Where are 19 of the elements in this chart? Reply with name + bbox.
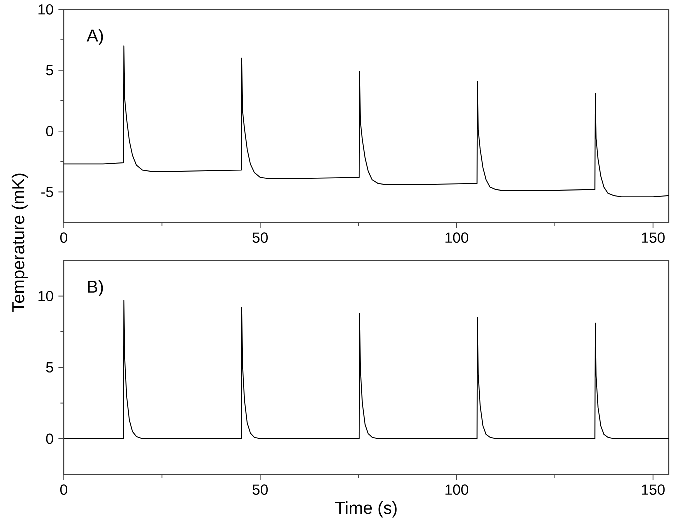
y-tick-label: 0	[46, 434, 54, 444]
y-axis-title: Temperature (mK)	[12, 174, 28, 312]
y-tick-label: 10	[38, 291, 54, 302]
x-tick-label: 50	[252, 484, 268, 496]
y-tick-label: 5	[46, 362, 54, 373]
x-tick-label: 100	[446, 232, 468, 244]
x-axis-title: Time (s)	[335, 502, 397, 518]
annotation: A)	[86, 29, 104, 46]
y-tick-label: -5	[42, 187, 54, 198]
x-tick-label: 150	[642, 484, 665, 496]
x-tick-label: 100	[446, 484, 468, 496]
annotation: B)	[88, 280, 104, 297]
x-tick-label: 50	[252, 232, 268, 244]
y-tick-label: 10	[38, 4, 54, 16]
x-tick-label: 150	[642, 232, 665, 244]
x-tick-label: 0	[60, 232, 68, 244]
y-tick-label: 0	[46, 126, 54, 137]
y-tick-label: 5	[46, 66, 54, 76]
x-tick-label: 0	[60, 484, 68, 496]
